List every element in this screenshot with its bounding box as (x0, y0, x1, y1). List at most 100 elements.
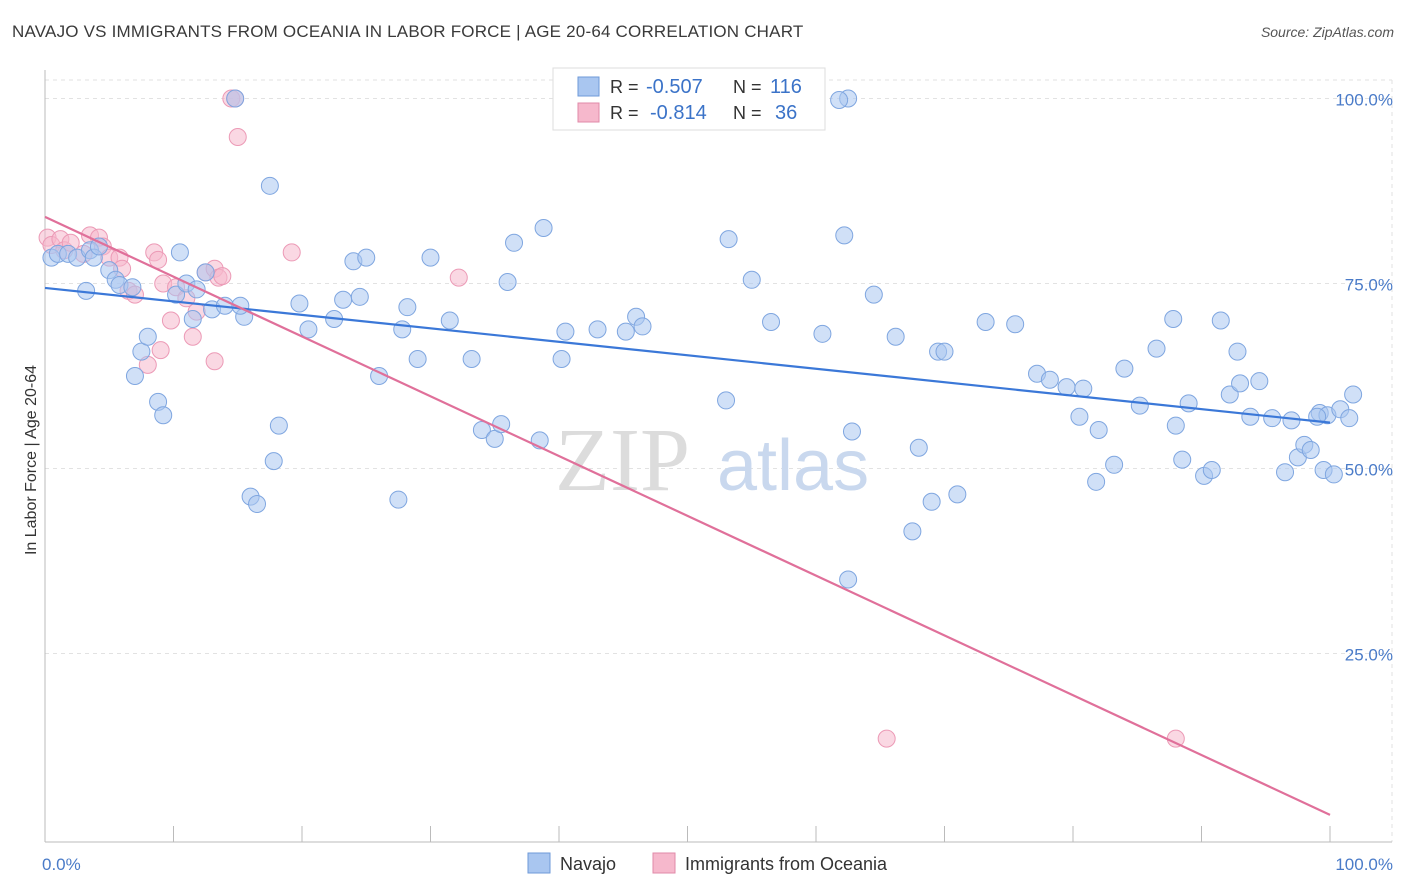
legend-oceania-n-value: 36 (775, 102, 797, 124)
navajo-point-48 (472, 421, 491, 440)
navajo-point-95 (1202, 460, 1221, 479)
navajo-point-36 (334, 290, 353, 309)
navajo-point-7 (89, 237, 108, 256)
navajo-point-113 (1340, 409, 1359, 428)
oceania-point-17 (151, 341, 170, 360)
legend-navajo-swatch (577, 76, 600, 97)
navajo-point-38 (350, 287, 369, 306)
navajo-point-117 (1074, 379, 1093, 398)
navajo-point-96 (1211, 311, 1230, 330)
y-tick-label-1: 50.0% (1345, 461, 1393, 480)
legend-navajo-r-label: R = (610, 77, 639, 97)
axes (44, 70, 1392, 843)
legend-navajo-n-value: 116 (770, 76, 802, 98)
navajo-point-111 (1324, 465, 1343, 484)
navajo-point-78 (948, 485, 967, 504)
navajo-point-33 (290, 294, 309, 313)
navajo-point-107 (1301, 441, 1320, 459)
oceania-point-23 (183, 327, 202, 346)
navajo-point-67 (830, 90, 849, 109)
navajo-point-79 (976, 312, 995, 331)
navajo-point-16 (154, 406, 173, 425)
watermark-zip: ZIP (555, 411, 690, 510)
navajo-point-30 (260, 176, 279, 195)
navajo-point-29 (248, 495, 267, 514)
oceania-point-35 (1166, 729, 1185, 748)
legend-oceania-n-label: N = (733, 103, 762, 123)
navajo-point-98 (1228, 342, 1247, 361)
oceania-point-27 (213, 267, 232, 286)
x-tick-labels: 0.0% 100.0% (42, 855, 1393, 874)
navajo-point-104 (1282, 411, 1301, 430)
legend-oceania-r-label: R = (610, 103, 639, 123)
navajo-point-70 (842, 422, 861, 441)
chart-title: NAVAJO VS IMMIGRANTS FROM OCEANIA IN LAB… (12, 22, 804, 41)
navajo-point-69 (835, 226, 854, 245)
navajo-point-91 (1166, 416, 1185, 435)
x-tick-label-0: 0.0% (42, 855, 81, 874)
navajo-point-22 (196, 263, 215, 282)
navajo-point-44 (408, 349, 427, 368)
navajo-point-72 (886, 327, 905, 346)
navajo-point-42 (393, 320, 412, 339)
navajo-point-31 (264, 452, 283, 471)
navajo-point-57 (588, 320, 607, 339)
navajo-point-116 (1105, 455, 1124, 474)
navajo-point-73 (903, 522, 922, 541)
navajo-point-114 (1344, 385, 1363, 404)
navajo-point-61 (717, 391, 736, 410)
legend-oceania-swatch (577, 102, 600, 123)
navajo-point-63 (742, 270, 761, 289)
navajo-point-103 (1276, 463, 1295, 482)
navajo-point-17 (167, 285, 186, 304)
source-label: Source: ZipAtlas.com (1260, 24, 1394, 40)
y-tick-label-3: 100.0% (1335, 91, 1393, 110)
oceania-point-31 (228, 127, 247, 146)
navajo-point-39 (357, 248, 376, 267)
navajo-point-45 (421, 248, 440, 267)
oceania-point-33 (449, 268, 468, 287)
oceania-point-34 (877, 729, 896, 748)
navajo-point-64 (762, 312, 781, 331)
watermark-atlas: atlas (717, 426, 869, 506)
y-axis-label: In Labor Force | Age 20-64 (23, 365, 40, 555)
navajo-point-87 (1115, 359, 1134, 378)
navajo-point-85 (1087, 472, 1106, 491)
navajo-point-11 (123, 278, 142, 297)
navajo-point-75 (922, 492, 941, 511)
navajo-point-88 (1130, 396, 1149, 415)
navajo-point-77 (935, 342, 954, 361)
legend-navajo-n-label: N = (733, 77, 762, 97)
navajo-point-47 (462, 349, 481, 368)
navajo-point-52 (505, 233, 524, 252)
navajo-point-71 (864, 285, 883, 304)
y-tick-label-2: 75.0% (1345, 276, 1393, 295)
y-tick-label-0: 25.0% (1345, 646, 1393, 665)
navajo-point-55 (552, 349, 571, 368)
navajo-point-56 (556, 322, 575, 341)
navajo-point-90 (1164, 310, 1183, 329)
navajo-point-51 (498, 273, 517, 292)
stats-legend: R = -0.507 N = 116 R = -0.814 N = 36 (552, 67, 826, 131)
navajo-point-92 (1173, 450, 1192, 469)
navajo-point-14 (138, 327, 157, 346)
navajo-point-41 (389, 490, 408, 509)
navajo-point-84 (1070, 407, 1089, 426)
x-tick-label-1: 100.0% (1335, 855, 1393, 874)
navajo-point-54 (534, 219, 553, 237)
oceania-point-19 (161, 311, 180, 330)
legend-navajo-r-value: -0.507 (646, 76, 703, 98)
navajo-point-89 (1147, 339, 1166, 358)
legend-oceania-r-value: -0.814 (650, 102, 707, 124)
navajo-point-32 (269, 416, 288, 435)
oceania-point-32 (282, 243, 301, 262)
navajo-point-83 (1057, 378, 1076, 397)
y-tick-labels: 25.0% 50.0% 75.0% 100.0% (1335, 91, 1393, 665)
navajo-point-80 (1006, 315, 1025, 334)
bottom-legend-oceania-swatch (652, 852, 676, 874)
navajo-point-68 (839, 570, 858, 589)
bottom-legend-navajo-swatch (527, 852, 551, 874)
navajo-point-101 (1250, 372, 1269, 391)
series-legend: Navajo Immigrants from Oceania (527, 852, 888, 874)
